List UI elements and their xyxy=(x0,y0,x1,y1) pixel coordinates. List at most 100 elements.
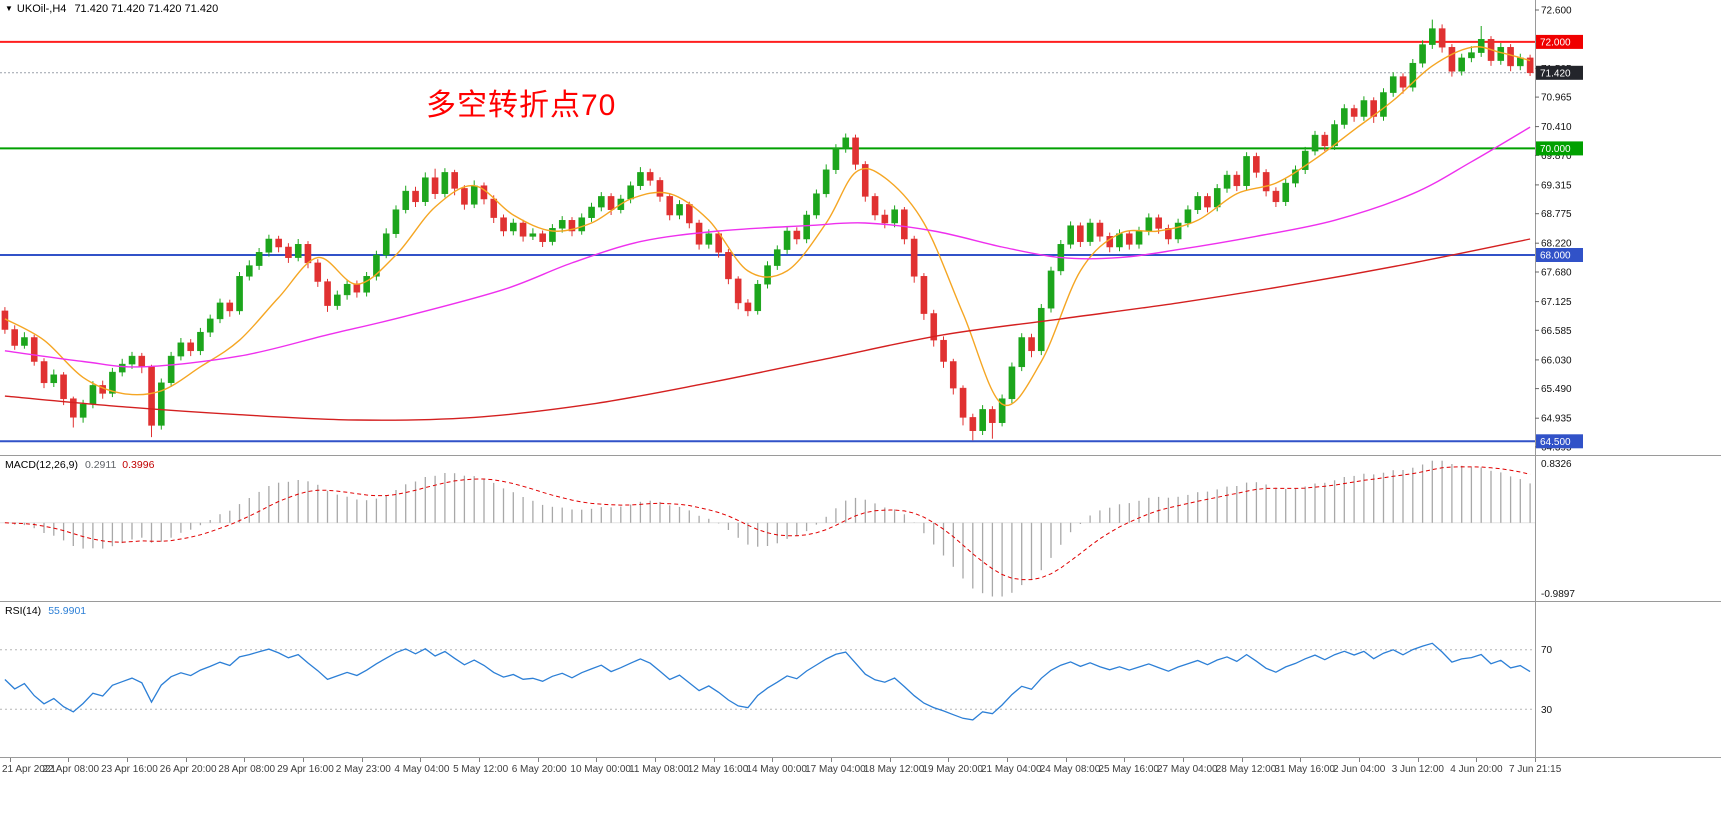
macd-signal-value: 0.3996 xyxy=(122,459,155,471)
rsi-panel: 70 30 RSI(14) 55.9901 xyxy=(0,602,1721,758)
time-axis-tick xyxy=(772,758,774,762)
rsi-name: RSI(14) xyxy=(5,605,42,617)
symbol-dropdown-icon[interactable]: ▼ xyxy=(5,4,13,13)
price-badge: 68.000 xyxy=(1536,248,1583,262)
time-axis-label: 2 May 23:00 xyxy=(335,764,391,775)
price-axis-label: 65.490 xyxy=(1541,384,1572,395)
price-axis-label: 67.680 xyxy=(1541,268,1572,279)
time-axis-label: 11 May 08:00 xyxy=(629,764,689,775)
time-axis-label: 3 Jun 12:00 xyxy=(1391,764,1444,775)
macd-signal-line xyxy=(4,466,1531,581)
time-axis-label: 18 May 12:00 xyxy=(863,764,925,775)
price-axis-label: 70.410 xyxy=(1541,122,1572,133)
rsi-canvas[interactable]: 70 30 xyxy=(0,602,1721,758)
time-axis-tick xyxy=(831,758,833,762)
time-axis-tick xyxy=(889,758,891,762)
macd-label: MACD(12,26,9) 0.2911 0.3996 xyxy=(5,459,154,471)
time-axis-label: 6 May 20:00 xyxy=(511,764,567,775)
time-axis-label: 24 May 08:00 xyxy=(1039,764,1101,775)
time-axis-tick xyxy=(68,758,70,762)
rsi-value: 55.9901 xyxy=(48,605,87,617)
time-axis-tick xyxy=(1183,758,1184,762)
svg-text:71.420: 71.420 xyxy=(1540,68,1571,79)
macd-name: MACD(12,26,9) xyxy=(5,459,78,471)
time-axis-label: 14 May 00:00 xyxy=(746,764,807,775)
time-axis-tick xyxy=(127,758,129,762)
time-axis-label: 25 May 16:00 xyxy=(1098,764,1159,775)
macd-axis-top: 0.8326 xyxy=(1541,459,1572,470)
price-axis-label: 72.600 xyxy=(1541,6,1572,17)
svg-text:70.000: 70.000 xyxy=(1540,144,1571,155)
time-axis[interactable]: 21 Apr 2021 22 Apr 08:00 23 Apr 16:00 26 Ap… xyxy=(0,758,1721,780)
time-axis-tick xyxy=(948,758,950,762)
main-chart-canvas[interactable]: 72.60071.50570.96570.41069.87069.31568.7… xyxy=(0,0,1721,456)
time-axis-tick xyxy=(1124,758,1126,762)
rsi-level-label: 70 xyxy=(1541,645,1553,656)
time-axis-label: 28 Apr 08:00 xyxy=(218,764,276,775)
price-axis-label: 69.315 xyxy=(1541,180,1572,191)
time-axis-label: 4 Jun 20:00 xyxy=(1450,764,1503,775)
time-axis-tick xyxy=(303,758,305,762)
time-axis-tick xyxy=(361,758,363,762)
rsi-level-label: 30 xyxy=(1541,705,1553,716)
time-axis-label: 26 Apr 20:00 xyxy=(159,764,217,775)
time-axis-label: 4 May 04:00 xyxy=(394,764,450,775)
time-axis-tick xyxy=(479,758,481,762)
time-axis-tick xyxy=(1535,758,1536,762)
price-axis-label: 68.775 xyxy=(1541,209,1572,220)
svg-text:64.500: 64.500 xyxy=(1540,437,1571,448)
macd-main-value: 0.2911 xyxy=(84,459,117,471)
price-axis-label: 68.220 xyxy=(1541,239,1572,250)
rsi-line xyxy=(4,642,1531,721)
macd-axis-bottom: -0.9897 xyxy=(1541,589,1575,600)
price-axis-label: 66.030 xyxy=(1541,355,1572,366)
chart-header: ▼ UKOil-,H4 71.420 71.420 71.420 71.420 xyxy=(5,3,218,15)
svg-text:68.000: 68.000 xyxy=(1540,251,1571,262)
price-badge: 64.500 xyxy=(1536,434,1583,449)
main-chart-panel: 72.60071.50570.96570.41069.87069.31568.7… xyxy=(0,0,1721,456)
time-axis-tick xyxy=(185,758,187,762)
price-badge: 72.000 xyxy=(1536,34,1583,49)
time-axis-tick xyxy=(1065,758,1067,762)
time-axis-label: 22 Apr 08:00 xyxy=(42,764,100,775)
time-axis-label: 31 May 16:00 xyxy=(1274,764,1335,775)
price-axis-label: 67.125 xyxy=(1541,297,1572,308)
slow-ma-line xyxy=(4,238,1531,421)
time-axis-label: 23 Apr 16:00 xyxy=(101,764,158,775)
medium-ma-line xyxy=(4,126,1531,368)
time-axis-label: 19 May 20:00 xyxy=(922,764,983,775)
rsi-label: RSI(14) 55.9901 xyxy=(5,605,86,617)
ohlc-readout: 71.420 71.420 71.420 71.420 xyxy=(74,3,219,15)
symbol-timeframe-label: UKOil-,H4 xyxy=(16,3,67,15)
time-axis-label: 29 Apr 16:00 xyxy=(277,764,334,775)
time-axis-label: 5 May 12:00 xyxy=(453,764,509,775)
time-axis-label: 10 May 00:00 xyxy=(570,764,631,775)
macd-canvas[interactable]: 0.8326 -0.9897 xyxy=(0,456,1721,602)
time-axis-tick xyxy=(1300,758,1302,762)
time-axis-tick xyxy=(537,758,539,762)
time-axis-tick xyxy=(655,758,657,762)
time-axis-tick xyxy=(1476,758,1478,762)
time-axis-tick xyxy=(596,758,598,762)
time-axis-tick xyxy=(1241,758,1243,762)
svg-text:72.000: 72.000 xyxy=(1540,37,1571,48)
time-axis-tick xyxy=(9,758,11,762)
time-axis-tick xyxy=(420,758,422,762)
time-axis-label: 2 Jun 04:00 xyxy=(1333,764,1386,775)
time-axis-label: 17 May 04:00 xyxy=(805,764,866,775)
price-axis-label: 64.935 xyxy=(1541,414,1572,425)
chart-annotation-text[interactable]: 多空转折点70 xyxy=(426,89,617,122)
time-axis-label: 21 May 04:00 xyxy=(981,764,1042,775)
time-axis-tick xyxy=(244,758,246,762)
macd-panel: 0.8326 -0.9897 MACD(12,26,9) 0.2911 0.3996 xyxy=(0,456,1721,602)
time-axis-label: 28 May 12:00 xyxy=(1215,764,1277,775)
price-badge: 71.420 xyxy=(1536,65,1583,80)
price-axis-label: 70.965 xyxy=(1541,93,1572,104)
price-axis-label: 66.585 xyxy=(1541,326,1572,337)
time-axis-label: 27 May 04:00 xyxy=(1157,764,1218,775)
time-axis-label: 7 Jun 21:15 xyxy=(1509,764,1562,775)
time-axis-tick xyxy=(1007,758,1008,762)
bottom-filler xyxy=(0,780,1721,837)
price-axis-label: 69.870 xyxy=(1541,151,1572,162)
